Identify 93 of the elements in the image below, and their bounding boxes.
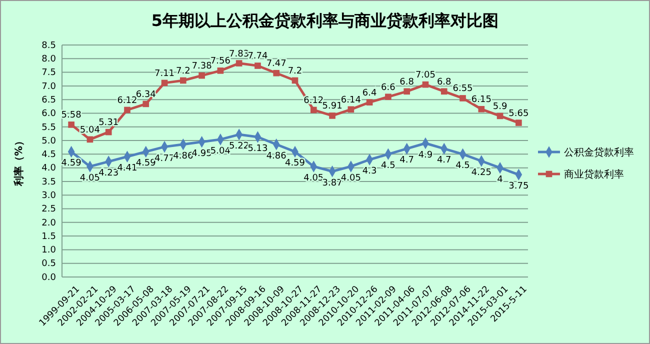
data-label: 7.05: [415, 70, 436, 81]
y-tick-label: 5.0: [42, 136, 56, 146]
point: [496, 112, 504, 120]
data-label: 5.91: [322, 102, 342, 112]
point: [478, 106, 485, 112]
point: [86, 136, 94, 143]
point: [180, 77, 186, 84]
point: [273, 70, 280, 76]
data-label: 5.58: [61, 110, 82, 121]
data-label: 7.2: [288, 66, 302, 76]
data-label: 5.65: [508, 108, 529, 119]
data-label: 4.05: [80, 173, 100, 184]
point: [236, 60, 242, 66]
data-label: 4.7: [436, 156, 452, 166]
point: [292, 77, 298, 84]
y-tick-label: 7.5: [42, 68, 56, 78]
data-label: 3.87: [322, 178, 342, 188]
point: [310, 106, 317, 114]
data-label: 4.25: [471, 168, 492, 178]
y-tick-label: 2.0: [42, 218, 56, 228]
data-label: 4.59: [136, 158, 156, 169]
y-tick-label: 1.0: [42, 246, 56, 256]
point: [348, 106, 354, 113]
point: [329, 112, 336, 119]
data-label: 7.47: [266, 59, 286, 70]
data-label: 7.56: [210, 56, 231, 67]
data-label: 4.05: [340, 173, 361, 184]
legend-label: 公积金贷款利率: [564, 146, 634, 158]
data-label: 3.75: [508, 182, 529, 192]
data-label: 4.05: [304, 173, 324, 184]
point: [68, 122, 74, 128]
y-tick-label: 8.0: [42, 54, 56, 65]
y-tick-label: 8.5: [42, 40, 56, 51]
y-tick-label: 7.0: [42, 82, 56, 92]
y-tick-label: 2.5: [42, 204, 56, 215]
point: [142, 100, 150, 108]
data-label: 7.83: [229, 49, 250, 60]
point: [254, 62, 261, 69]
data-label: 4.3: [362, 166, 377, 177]
y-tick-label: 3.5: [42, 177, 56, 188]
data-label: 4.9: [418, 150, 433, 160]
point: [460, 95, 466, 102]
data-label: 4.5: [381, 161, 396, 172]
data-label: 5.9: [492, 102, 508, 112]
data-label: 5.04: [80, 125, 100, 136]
data-label: 4.5: [456, 161, 470, 172]
data-label: 5.22: [229, 142, 250, 152]
data-label: 5.13: [248, 144, 268, 154]
data-label: 4.59: [61, 158, 82, 169]
y-tick-label: 4.5: [42, 150, 56, 160]
data-label: 4.41: [117, 164, 138, 174]
y-tick-label: 5.5: [42, 122, 56, 133]
point: [404, 88, 410, 95]
data-label: 7.2: [176, 66, 190, 76]
data-label: 4.59: [284, 158, 306, 169]
data-label: 5.04: [210, 146, 231, 156]
data-label: 4.86: [173, 151, 194, 162]
data-label: 4.7: [400, 156, 414, 166]
y-tick-label: 3.0: [42, 191, 56, 201]
point: [105, 128, 112, 136]
point: [161, 80, 168, 86]
point: [422, 81, 429, 88]
point: [124, 106, 130, 114]
data-label: 4.95: [192, 148, 212, 159]
data-label: 7.11: [154, 68, 175, 79]
y-axis-title: 利率（%）: [13, 136, 25, 188]
point: [440, 88, 448, 95]
legend-label: 商业贷款利率: [564, 168, 624, 180]
data-label: 6.15: [471, 95, 492, 106]
point: [217, 67, 224, 74]
data-label: 6.8: [436, 77, 452, 88]
y-tick-label: 6.5: [42, 95, 56, 106]
data-label: 6.4: [362, 88, 377, 98]
data-label: 6.8: [400, 77, 414, 88]
point: [366, 99, 373, 106]
chart-title: 5年期以上公积金贷款利率与商业贷款利率对比图: [151, 11, 499, 30]
y-tick-label: 4.0: [42, 164, 56, 174]
data-label: 7.74: [248, 52, 268, 62]
data-label: 4: [497, 174, 504, 185]
y-tick-label: 0.5: [42, 259, 56, 270]
data-label: 7.38: [192, 62, 212, 72]
data-label: 6.55: [452, 84, 473, 94]
point: [516, 120, 522, 126]
point: [198, 72, 205, 79]
point: [385, 94, 392, 100]
y-tick-label: 0.0: [42, 272, 56, 283]
y-tick-label: 1.5: [42, 232, 56, 242]
data-label: 6.14: [340, 95, 362, 106]
data-label: 4.23: [98, 168, 119, 179]
data-label: 6.6: [381, 82, 396, 93]
data-label: 6.12: [117, 96, 138, 106]
data-label: 4.86: [266, 151, 287, 162]
y-tick-label: 6.0: [42, 109, 56, 120]
